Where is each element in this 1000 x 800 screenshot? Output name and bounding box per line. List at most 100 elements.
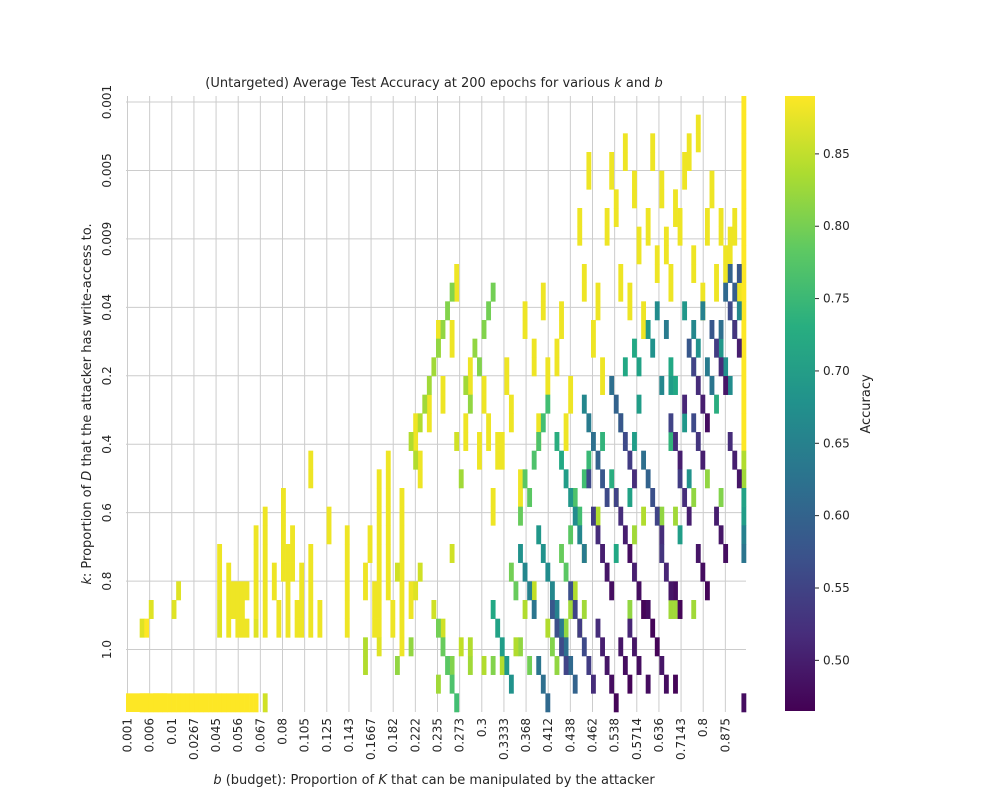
heatmap-cell xyxy=(545,562,551,582)
heatmap-cell xyxy=(727,245,733,265)
heatmap-cell xyxy=(522,600,528,619)
heatmap-cell xyxy=(668,264,674,283)
heatmap-cell xyxy=(536,525,542,545)
heatmap-cell xyxy=(627,301,633,321)
heatmap-cell xyxy=(363,562,368,582)
heatmap-cell xyxy=(399,581,405,601)
heatmap-cell xyxy=(732,226,738,246)
heatmap-cell xyxy=(385,581,391,601)
heatmap-cell xyxy=(654,264,660,283)
heatmap-cell xyxy=(641,320,647,339)
colorbar-tick-label: 0.85 xyxy=(823,147,850,161)
heatmap-cell xyxy=(436,320,441,339)
heatmap-cell xyxy=(686,338,692,358)
heatmap-cell xyxy=(650,133,656,153)
heatmap-cell xyxy=(440,394,446,414)
heatmap-cell xyxy=(691,245,697,265)
heatmap-cell xyxy=(540,413,546,433)
x-tick-label: 0.125 xyxy=(320,718,334,752)
heatmap-cell xyxy=(613,394,619,414)
colorbar-tick-label: 0.70 xyxy=(823,364,850,378)
heatmap-cell xyxy=(650,152,656,171)
heatmap-cell xyxy=(673,208,678,227)
heatmap-cell xyxy=(627,450,633,470)
heatmap-cell xyxy=(622,432,628,451)
heatmap-cell xyxy=(440,637,446,657)
heatmap-cell xyxy=(572,600,578,619)
heatmap-cell xyxy=(508,562,514,582)
heatmap-cell xyxy=(212,693,218,713)
heatmap-cell xyxy=(723,376,729,395)
heatmap-cell xyxy=(385,506,391,526)
colorbar-tick-label: 0.50 xyxy=(823,653,850,667)
heatmap-cell xyxy=(677,600,683,619)
heatmap-cell xyxy=(385,488,391,507)
heatmap-cell xyxy=(226,581,232,601)
heatmap-cell xyxy=(709,320,715,339)
heatmap-cell xyxy=(262,525,268,545)
heatmap-cell xyxy=(244,693,250,713)
heatmap-cell xyxy=(636,581,642,601)
heatmap-cell xyxy=(741,208,747,227)
heatmap-cell xyxy=(691,320,697,339)
heatmap-cell xyxy=(613,208,619,227)
x-tick-label: 0.0267 xyxy=(187,718,201,760)
heatmap-cell xyxy=(568,600,574,619)
x-tick-label: 0.067 xyxy=(253,718,267,752)
heatmap-cell xyxy=(281,544,286,563)
heatmap-cell xyxy=(449,320,455,339)
heatmap-cell xyxy=(290,562,295,582)
heatmap-cell xyxy=(527,581,533,601)
heatmap-cell xyxy=(440,618,446,638)
heatmap-cell xyxy=(604,488,610,507)
heatmap-cell xyxy=(581,544,587,563)
heatmap-cell xyxy=(714,506,719,526)
heatmap-cell xyxy=(586,469,592,489)
heatmap-cell xyxy=(253,544,259,563)
heatmap-cell xyxy=(600,357,605,377)
x-axis-label: b (budget): Proportion of K that can be … xyxy=(213,773,655,788)
heatmap-cell xyxy=(682,413,688,433)
heatmap-cell xyxy=(627,600,633,619)
heatmap-cell xyxy=(700,394,706,414)
heatmap-cell xyxy=(285,581,291,601)
heatmap-cell xyxy=(408,432,414,451)
heatmap-cell xyxy=(568,394,574,414)
heatmap-cell xyxy=(344,581,350,601)
heatmap-cell xyxy=(454,432,460,451)
heatmap-cell xyxy=(604,226,610,246)
heatmap-cell xyxy=(645,208,651,227)
svg-text:k: Proportion of D that the at: k: Proportion of D that the attacker has… xyxy=(80,223,95,584)
heatmap-cell xyxy=(645,320,651,339)
heatmap-cell xyxy=(281,506,286,526)
heatmap-cell xyxy=(549,581,555,601)
heatmap-cell xyxy=(636,357,642,377)
heatmap-cell xyxy=(563,562,569,582)
heatmap-cell xyxy=(704,413,710,433)
heatmap-cell xyxy=(504,656,510,675)
heatmap-cell xyxy=(559,301,564,321)
heatmap-cell xyxy=(586,413,592,433)
heatmap-cell xyxy=(650,338,656,358)
heatmap-cell xyxy=(376,525,382,545)
heatmap-cell xyxy=(736,338,742,358)
heatmap-cell xyxy=(604,562,610,582)
heatmap-cell xyxy=(559,544,564,563)
heatmap-cell xyxy=(477,450,482,470)
heatmap-cell xyxy=(668,432,674,451)
heatmap-cell xyxy=(376,488,382,507)
heatmap-cell xyxy=(317,618,323,638)
heatmap-cell xyxy=(732,320,738,339)
heatmap-cell xyxy=(741,394,747,414)
heatmap-cell xyxy=(454,264,460,283)
heatmap-cell xyxy=(271,562,277,582)
heatmap-cell xyxy=(645,600,651,619)
heatmap-cell xyxy=(522,301,528,321)
heatmap-cell xyxy=(714,394,719,414)
heatmap-cell xyxy=(695,432,701,451)
heatmap-cell xyxy=(577,208,583,227)
heatmap-cell xyxy=(636,226,642,246)
heatmap-cell xyxy=(413,450,419,470)
heatmap-cell xyxy=(559,637,564,657)
